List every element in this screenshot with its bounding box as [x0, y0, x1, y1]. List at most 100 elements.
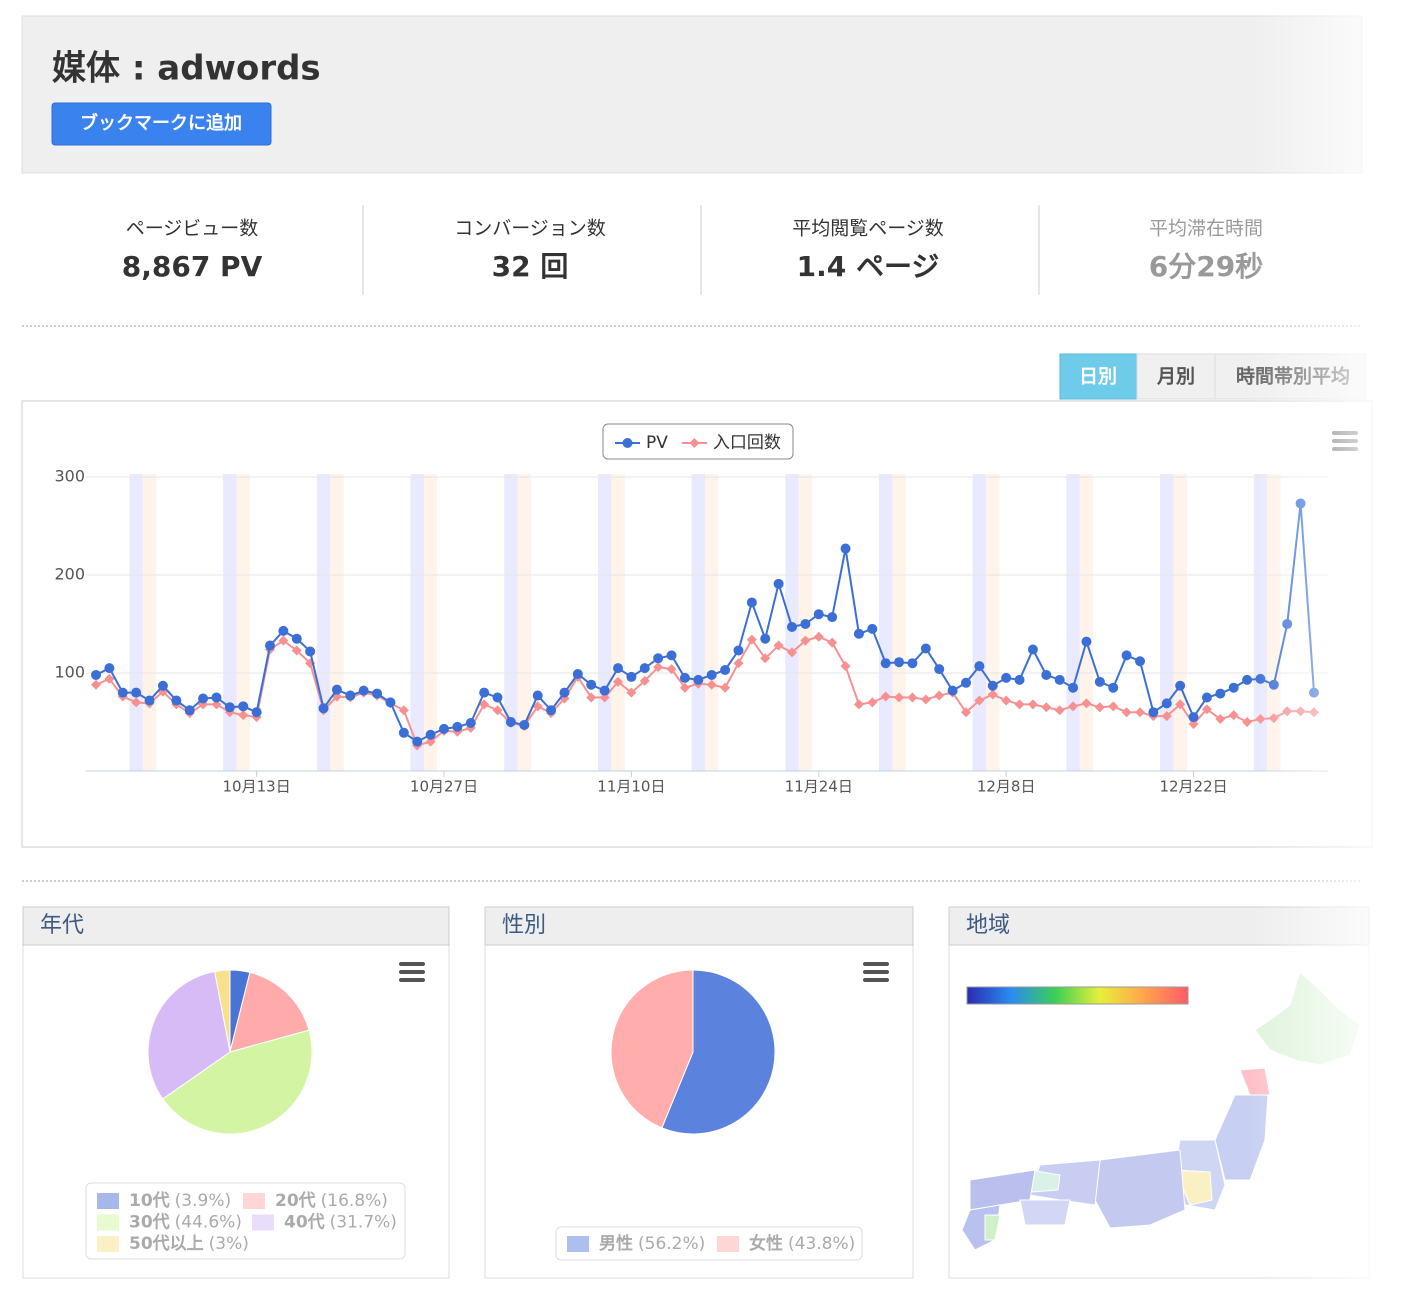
- point: [961, 707, 971, 718]
- legend-value: (16.8%): [321, 1191, 388, 1211]
- point: [626, 671, 637, 682]
- point: [425, 736, 436, 747]
- pie-slice: [229, 971, 310, 1053]
- point: [853, 628, 864, 639]
- point: [880, 691, 891, 702]
- point: [479, 687, 490, 698]
- point: [104, 663, 115, 674]
- point: [211, 692, 222, 703]
- stat-label: 平均滞在時間: [1149, 218, 1263, 240]
- point: [867, 697, 878, 708]
- point: [1001, 695, 1012, 706]
- weekend-band: [223, 474, 237, 771]
- menu-icon[interactable]: [399, 962, 425, 982]
- point: [613, 676, 623, 687]
- legend-box: [602, 423, 794, 460]
- legend-box: [85, 1182, 406, 1260]
- point: [1041, 669, 1052, 680]
- point: [813, 631, 824, 642]
- point: [840, 661, 851, 672]
- point: [1014, 674, 1025, 685]
- point: [934, 664, 945, 675]
- panel-title: 性別: [502, 913, 546, 938]
- menu-icon[interactable]: [863, 962, 889, 982]
- weekend-band: [1267, 474, 1281, 771]
- point: [1014, 699, 1025, 710]
- point: [131, 697, 142, 708]
- point: [880, 658, 891, 669]
- point: [117, 687, 128, 698]
- point: [1201, 704, 1212, 715]
- bookmark-button-label[interactable]: ブックマークに追加: [80, 112, 242, 134]
- point: [1295, 498, 1306, 509]
- menu-icon[interactable]: [1332, 431, 1358, 451]
- y-tick-label: 100: [54, 663, 85, 682]
- color-scale: [966, 986, 1189, 1005]
- point: [653, 653, 664, 664]
- point: [1201, 692, 1212, 703]
- point: [1068, 682, 1079, 693]
- tab-monthly[interactable]: [1136, 353, 1216, 400]
- legend-value: (3.9%): [175, 1191, 231, 1211]
- stat-label: ページビュー数: [126, 218, 259, 240]
- point: [1068, 701, 1079, 712]
- panel-header: [484, 906, 914, 946]
- tab-label[interactable]: 時間帯別平均: [1236, 365, 1350, 388]
- point: [974, 661, 985, 672]
- point: [452, 721, 463, 732]
- point: [291, 633, 302, 644]
- point: [1161, 698, 1172, 709]
- point: [1309, 687, 1319, 698]
- point: [773, 578, 784, 589]
- point: [572, 668, 583, 679]
- point: [1228, 682, 1239, 693]
- point: [1135, 656, 1145, 667]
- point: [291, 645, 302, 656]
- legend-label: 40代 (31.7%): [284, 1212, 397, 1233]
- weekend-band: [410, 474, 424, 771]
- point: [305, 646, 316, 657]
- point: [813, 609, 824, 620]
- panel: [948, 906, 1370, 1279]
- weekend-band: [611, 474, 625, 771]
- point: [974, 695, 985, 706]
- x-tick-label: 11月24日: [785, 778, 853, 796]
- x-tick-label: 11月10日: [597, 778, 665, 796]
- y-tick-label: 300: [54, 467, 85, 486]
- point: [1282, 619, 1293, 629]
- point: [760, 633, 771, 644]
- bookmark-button[interactable]: [51, 102, 272, 146]
- point: [867, 623, 878, 634]
- point: [532, 690, 543, 701]
- legend-label: 男性 (56.2%): [599, 1233, 705, 1254]
- x-tick-label: 10月27日: [410, 778, 478, 796]
- point: [1054, 674, 1065, 685]
- tab-label[interactable]: 月別: [1156, 366, 1195, 388]
- point: [639, 663, 650, 674]
- point: [492, 692, 503, 703]
- point: [358, 685, 369, 696]
- point: [238, 710, 249, 721]
- legend-value: (43.8%): [788, 1234, 855, 1254]
- legend-name: 女性: [749, 1233, 783, 1254]
- point: [1094, 676, 1105, 687]
- point: [278, 625, 289, 636]
- point: [760, 653, 771, 664]
- tab-label[interactable]: 日別: [1079, 366, 1117, 388]
- pie-slice: [610, 969, 694, 1129]
- point: [425, 729, 436, 740]
- stat-value: 6分29秒: [1149, 250, 1263, 283]
- point: [720, 682, 731, 693]
- point: [1255, 673, 1266, 684]
- legend-box: [555, 1226, 863, 1261]
- point: [1161, 711, 1172, 722]
- point: [1001, 672, 1012, 683]
- legend-swatch: [252, 1214, 274, 1231]
- legend-swatch: [97, 1193, 119, 1209]
- point: [666, 664, 677, 675]
- panel-header: [948, 906, 1370, 946]
- point: [599, 685, 610, 696]
- point: [800, 619, 811, 629]
- tab-daily[interactable]: [1059, 353, 1138, 400]
- weekend-band: [705, 474, 719, 771]
